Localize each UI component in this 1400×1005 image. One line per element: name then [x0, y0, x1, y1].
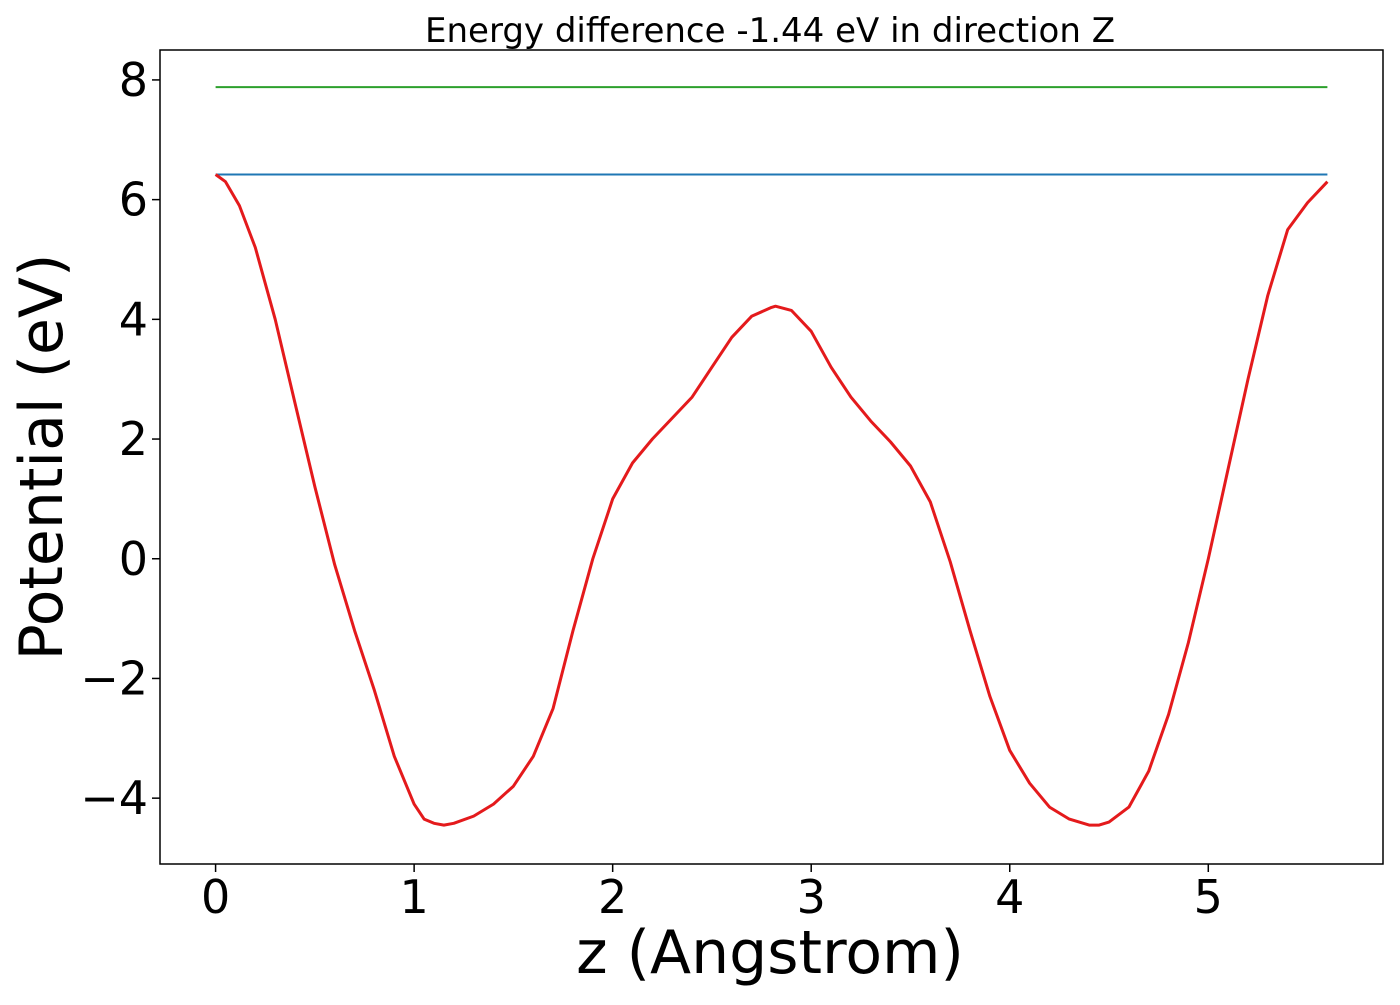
y-axis-label: Potential (eV): [7, 254, 77, 661]
x-tick-label: 1: [399, 870, 428, 924]
y-tick-label: 6: [119, 173, 148, 227]
y-tick-label: 0: [119, 532, 148, 586]
plot-frame: [159, 49, 1384, 865]
x-axis-label: z (Angstrom): [576, 918, 964, 988]
x-axis: 0 1 2 3 4 5: [201, 864, 1223, 924]
y-axis: −4 −2 0 2 4 6 8: [80, 53, 160, 825]
series-line-3: [214, 173, 1329, 827]
plot-area: [214, 86, 1329, 827]
chart-title: Energy difference -1.44 eV in direction …: [425, 11, 1115, 51]
x-tick-label: 5: [1194, 870, 1223, 924]
x-tick-label: 3: [797, 870, 826, 924]
x-tick-label: 2: [598, 870, 627, 924]
y-tick-label: −4: [80, 771, 148, 825]
y-tick-label: 4: [119, 292, 148, 346]
y-tick-label: −2: [80, 651, 148, 705]
y-tick-label: 8: [119, 53, 148, 107]
x-tick-label: 0: [201, 870, 230, 924]
y-tick-label: 2: [119, 412, 148, 466]
x-tick-label: 4: [995, 870, 1024, 924]
